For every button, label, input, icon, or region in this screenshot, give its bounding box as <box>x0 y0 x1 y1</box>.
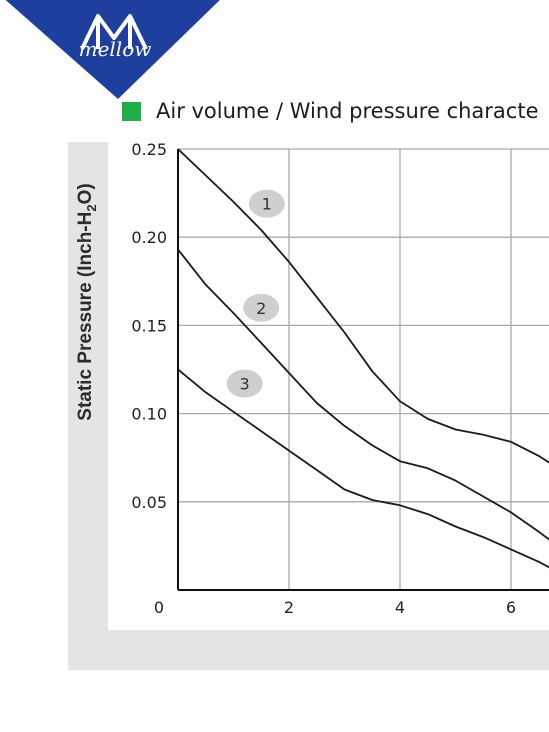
section-title: Air volume / Wind pressure characte <box>156 99 539 123</box>
x-tick-label: 4 <box>395 598 405 617</box>
series-marker-2 <box>243 293 280 322</box>
series-label-1: 1 <box>262 195 272 214</box>
series-label-2: 2 <box>256 299 266 318</box>
logo-wordmark: mellow <box>79 37 152 61</box>
series-line-3 <box>178 368 549 569</box>
x-tick-label: 0 <box>154 598 164 617</box>
logo-badge <box>5 0 220 99</box>
y-tick-label: 0.15 <box>131 316 167 335</box>
series-marker-1 <box>248 189 285 218</box>
y-tick-label: 0.20 <box>131 228 167 247</box>
y-tick-label: 0.10 <box>131 405 167 424</box>
mellow-logo: mellow <box>5 0 220 99</box>
series-line-1 <box>178 148 549 464</box>
y-tick-label: 0.25 <box>131 140 167 159</box>
section-header: Air volume / Wind pressure characte <box>122 96 539 126</box>
series-label-3: 3 <box>240 375 250 394</box>
series-line-2 <box>178 248 549 541</box>
plot-area <box>178 149 549 590</box>
green-square-icon <box>122 101 141 121</box>
y-tick-label: 0.05 <box>131 493 167 512</box>
x-tick-label: 6 <box>506 598 516 617</box>
x-tick-label: 2 <box>284 598 294 617</box>
series-marker-3 <box>226 369 263 398</box>
logo-m-mark <box>80 14 148 50</box>
